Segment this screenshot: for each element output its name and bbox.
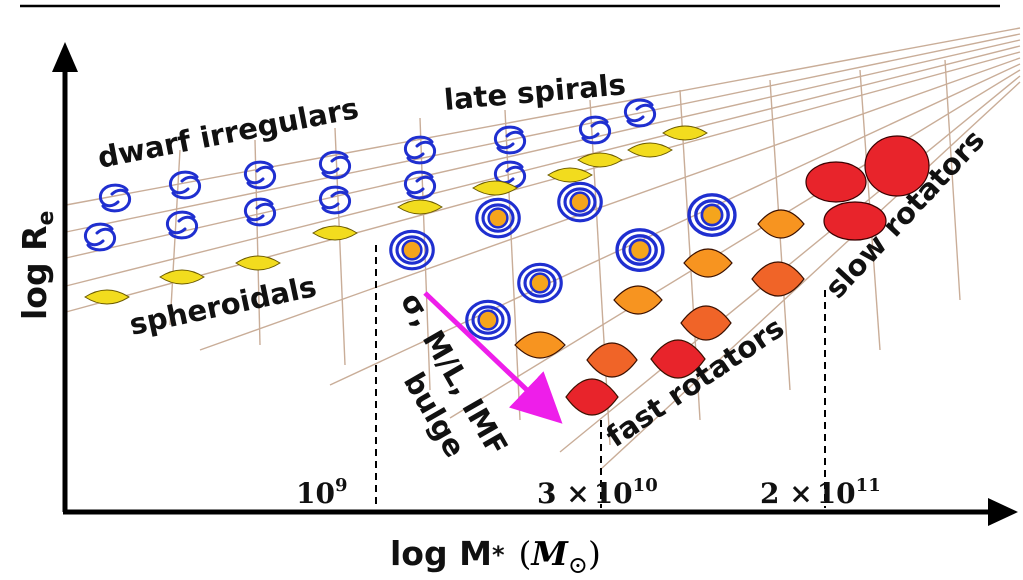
bulge-spiral-galaxy [615, 228, 665, 272]
fast-rotator-galaxy [586, 342, 638, 378]
tick-label-1e9: 109 [296, 475, 348, 510]
grid-fan-line [65, 51, 1021, 313]
spheroidal-galaxy [84, 289, 130, 305]
fast-rotator-galaxy [683, 248, 733, 278]
fast-rotator-galaxy [565, 378, 619, 416]
fast-rotator-galaxy [751, 261, 805, 297]
spheroidal-galaxy [662, 125, 708, 141]
grid-fan-line [65, 27, 1021, 206]
grid-fan-line [449, 69, 1021, 419]
bulge-spiral-galaxy [517, 262, 563, 304]
trend-arrow [423, 291, 563, 424]
fast-rotator-galaxy [613, 285, 663, 315]
label-late-spirals: late spirals [443, 67, 627, 117]
x-axis-arrowhead [988, 498, 1018, 526]
spheroidal-galaxy [472, 180, 518, 196]
spiral-galaxy [318, 150, 352, 180]
x-axis-label: log M* (M⊙) [390, 534, 601, 579]
spiral-galaxy [578, 115, 612, 145]
y-axis-arrowhead [52, 42, 78, 72]
fast-rotator-galaxy [757, 209, 805, 239]
bulge-spiral-galaxy [465, 299, 511, 341]
spiral-galaxies [83, 98, 737, 341]
spiral-galaxy [243, 160, 277, 190]
spheroidal-galaxy [159, 269, 205, 285]
tick-label-3e10: 3 × 1010 [537, 475, 658, 510]
mass-dividers [375, 245, 826, 508]
axes [52, 42, 1018, 526]
slow-rotator-galaxy [805, 161, 867, 203]
elliptical-galaxies [514, 135, 930, 416]
grid-fan-line [329, 63, 1021, 386]
spiral-galaxy [165, 210, 199, 240]
bulge-spiral-galaxy [475, 197, 521, 239]
slow-rotator-galaxy [823, 201, 887, 241]
fast-rotator-galaxy [650, 339, 706, 379]
grid-fan-line [199, 57, 1021, 351]
grid-cross-line [944, 59, 961, 301]
spiral-galaxy [318, 185, 352, 215]
spheroidal-galaxies [84, 125, 708, 305]
spheroidal-galaxy [627, 142, 673, 158]
spiral-galaxy [403, 170, 437, 200]
grid-cross-line [334, 127, 346, 366]
perspective-grid [65, 27, 1021, 471]
bulge-spiral-galaxy [557, 181, 603, 223]
bulge-spiral-galaxy [687, 193, 737, 237]
label-spheroidals: spheroidals [126, 269, 319, 342]
grid-cross-line [254, 139, 261, 346]
fast-rotator-galaxy [680, 305, 732, 341]
spheroidal-galaxy [547, 167, 593, 183]
spheroidal-galaxy [577, 152, 623, 168]
tick-label-2e11: 2 × 1011 [760, 475, 881, 510]
fast-rotator-galaxy [514, 331, 566, 359]
spiral-galaxy [83, 222, 117, 252]
svg-text:log Re: log Re [15, 211, 59, 320]
spheroidal-galaxy [235, 255, 281, 271]
bulge-spiral-galaxy [389, 229, 435, 271]
slow-rotator-galaxy [864, 135, 930, 197]
grid-fan-line [65, 33, 1021, 233]
grid-fan-line [559, 75, 1021, 453]
y-axis-label: log Re [15, 211, 59, 320]
spheroidal-galaxy [397, 199, 443, 215]
spheroidal-galaxy [312, 225, 358, 241]
